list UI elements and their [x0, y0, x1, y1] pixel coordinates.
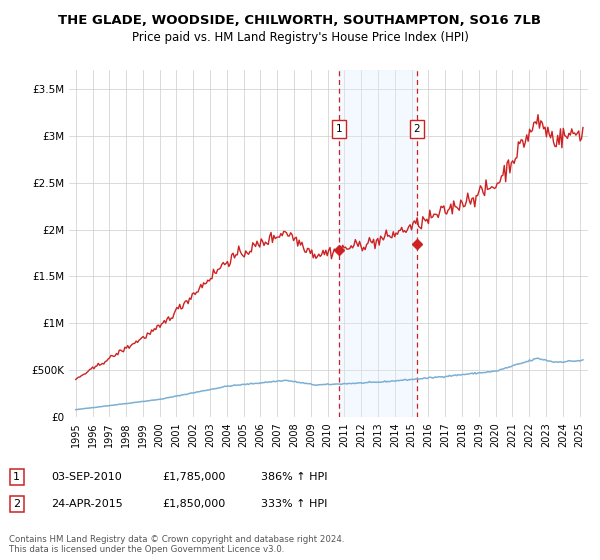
- Text: £1,850,000: £1,850,000: [162, 499, 225, 509]
- Text: Contains HM Land Registry data © Crown copyright and database right 2024.
This d: Contains HM Land Registry data © Crown c…: [9, 535, 344, 554]
- Text: 2: 2: [13, 499, 20, 509]
- Text: Price paid vs. HM Land Registry's House Price Index (HPI): Price paid vs. HM Land Registry's House …: [131, 31, 469, 44]
- Text: 2: 2: [413, 124, 420, 134]
- Text: 1: 1: [13, 472, 20, 482]
- Text: £1,785,000: £1,785,000: [162, 472, 226, 482]
- Text: 03-SEP-2010: 03-SEP-2010: [51, 472, 122, 482]
- Text: THE GLADE, WOODSIDE, CHILWORTH, SOUTHAMPTON, SO16 7LB: THE GLADE, WOODSIDE, CHILWORTH, SOUTHAMP…: [59, 14, 542, 27]
- Text: 24-APR-2015: 24-APR-2015: [51, 499, 123, 509]
- Text: 333% ↑ HPI: 333% ↑ HPI: [261, 499, 328, 509]
- Text: 386% ↑ HPI: 386% ↑ HPI: [261, 472, 328, 482]
- Bar: [339, 70, 417, 417]
- Text: 1: 1: [335, 124, 342, 134]
